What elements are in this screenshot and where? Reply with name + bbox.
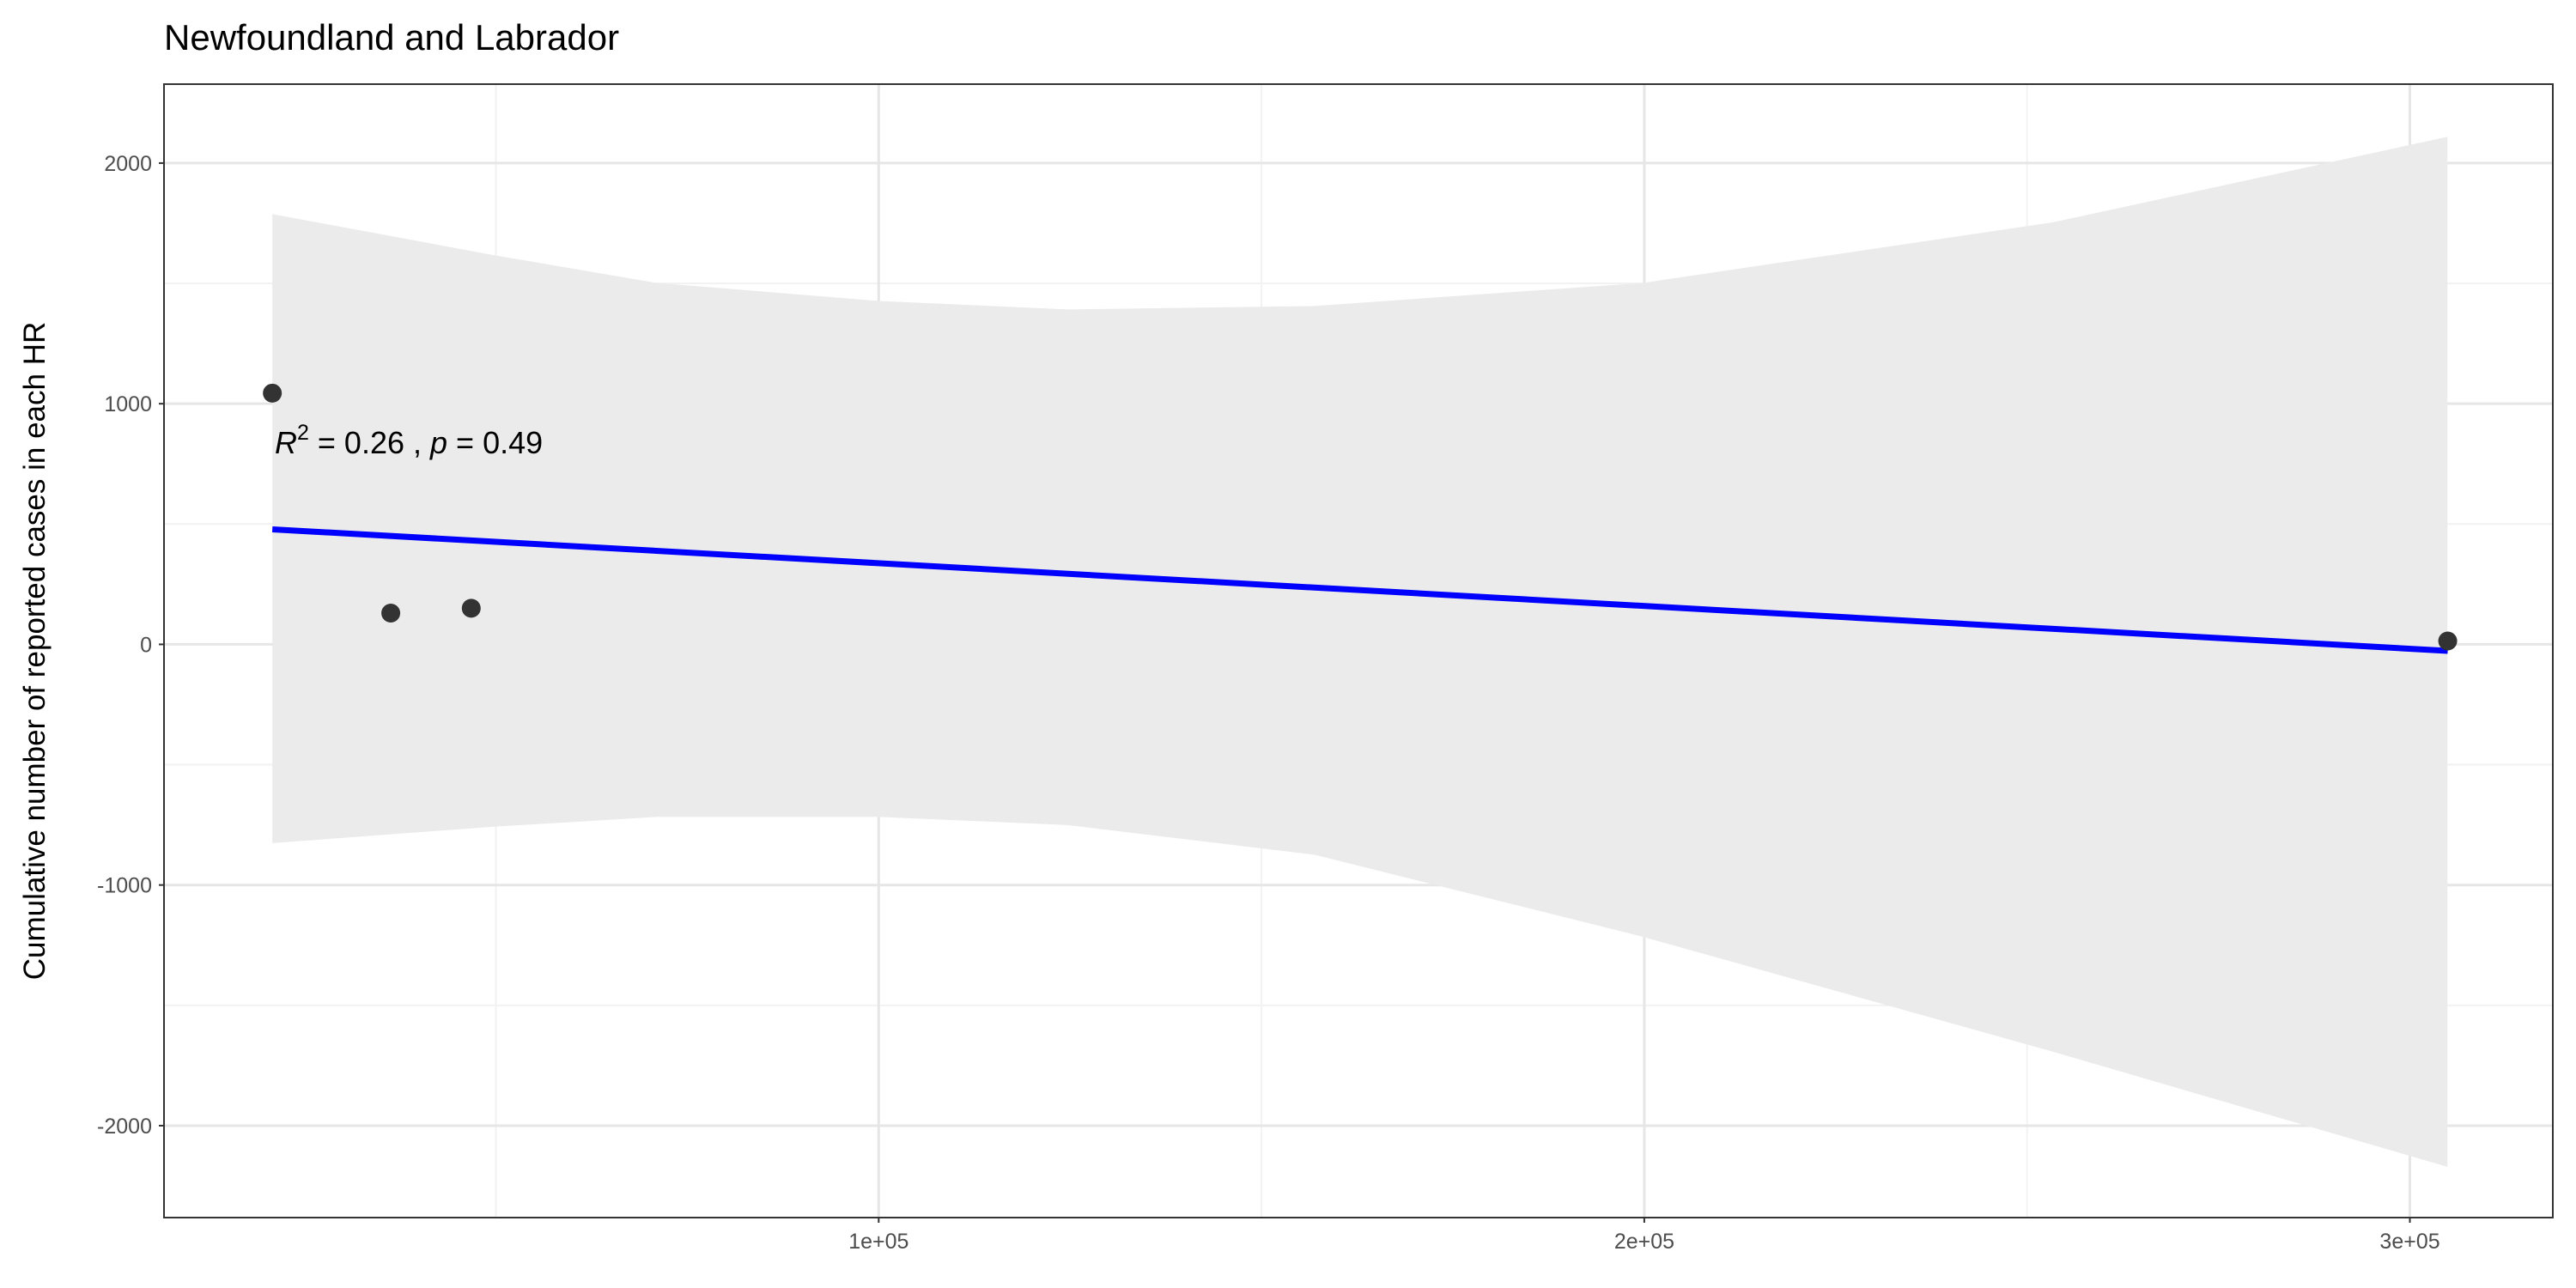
annotation-p-text: = 0.49 xyxy=(447,425,543,460)
chart-title: Newfoundland and Labrador xyxy=(164,17,619,58)
point xyxy=(2438,631,2458,651)
annotation-r: R xyxy=(275,425,297,460)
y-tick-label: -1000 xyxy=(97,874,152,898)
annotation: R2 = 0.26 , p = 0.49 xyxy=(275,421,543,460)
annotation-p: p xyxy=(429,425,447,460)
fit-line xyxy=(271,526,2448,654)
confidence-band xyxy=(272,137,2448,1167)
y-axis-label: Cumulative number of reported cases in e… xyxy=(18,322,52,980)
point xyxy=(381,604,401,623)
y-tick-label: -2000 xyxy=(97,1115,152,1139)
plot-layer xyxy=(164,84,2553,1218)
panel-border xyxy=(163,83,2554,1218)
y-tick-label: 0 xyxy=(140,633,152,657)
y-tick-label: 2000 xyxy=(104,152,152,176)
point xyxy=(263,383,283,403)
x-tick-label: 3e+05 xyxy=(2379,1230,2439,1254)
annotation-r-text: = 0.26 , xyxy=(309,425,430,460)
x-tick-label: 1e+05 xyxy=(848,1230,908,1254)
annotation-r-power: 2 xyxy=(297,421,309,445)
x-tick-label: 2e+05 xyxy=(1614,1230,1674,1254)
y-tick-label: 1000 xyxy=(104,392,152,416)
point xyxy=(461,598,481,618)
